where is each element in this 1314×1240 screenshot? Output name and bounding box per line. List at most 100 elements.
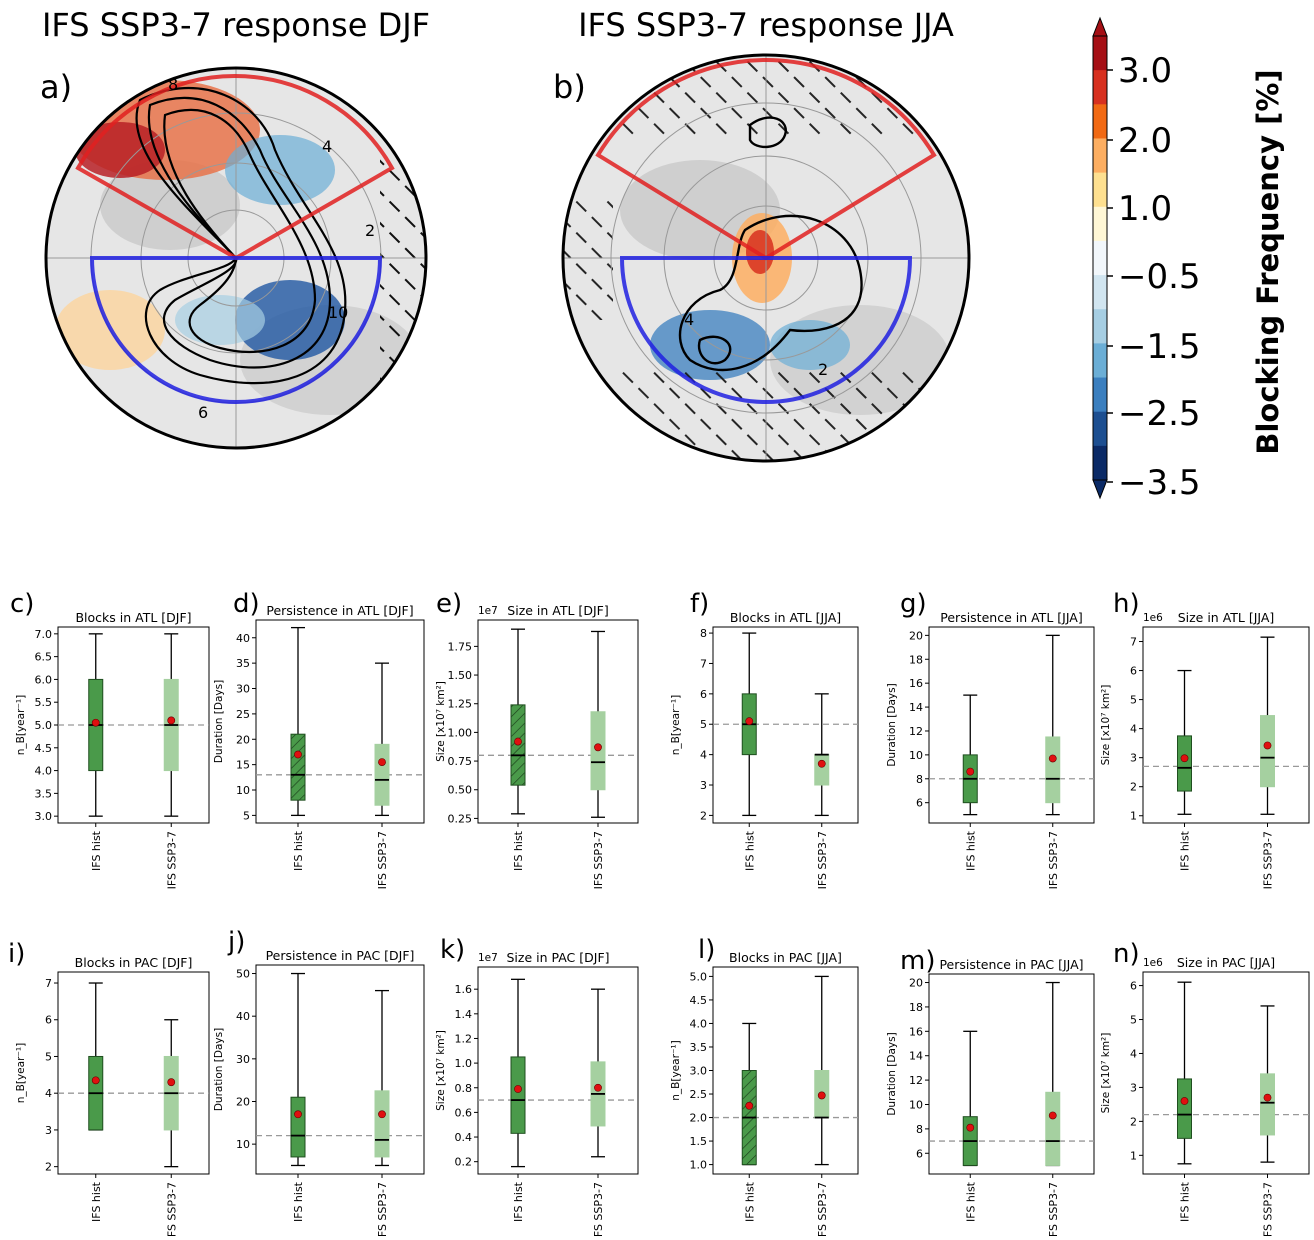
panel-letter: m) [900, 946, 935, 976]
y-tick-label: 1.0 [455, 1057, 473, 1070]
boxplot-panel: j) Persistence in PAC [DJF] 10 20 30 40 50 Dura… [213, 927, 425, 1240]
x-tick-label: IFS SSP3-7 [592, 1182, 605, 1236]
y-tick-label: 5.0 [35, 719, 53, 732]
x-tick-label: IFS hist [1179, 1181, 1192, 1222]
y-tick-label: 1 [1130, 1149, 1137, 1162]
x-tick-label: IFS SSP3-7 [1262, 831, 1275, 889]
y-tick-label: 40 [236, 1010, 250, 1023]
y-axis-label: Size [x10⁷ km²] [1100, 685, 1112, 766]
y-tick-label: 40 [236, 632, 250, 645]
y-tick-label: 0.2 [455, 1156, 473, 1169]
x-tick-label: IFS hist [90, 1181, 103, 1222]
colorbar-tick-label: −0.5 [1118, 257, 1201, 297]
y-tick-label: 20 [236, 733, 250, 746]
y-tick-label: 2 [700, 809, 707, 822]
y-tick-label: 6 [45, 1014, 52, 1027]
colorbar-segment [1093, 36, 1107, 71]
colorbar-extend-bottom [1092, 479, 1108, 500]
y-axis-label: n_B[year⁻¹] [15, 1043, 27, 1103]
y-tick-label: 1 [1130, 810, 1137, 823]
boxplot-panels: c) Blocks in ATL [DJF] 3.0 3.5 4.0 4.5 5.0 5.5 6… [8, 589, 1310, 1240]
box [290, 1096, 306, 1158]
y-tick-label: 10 [236, 1138, 250, 1151]
colorbar-segment [1093, 309, 1107, 344]
colorbar-segment [1093, 138, 1107, 174]
colorbar-extend-top [1092, 16, 1108, 37]
y-tick-label: 5 [45, 1050, 52, 1063]
colorbar-segment [1093, 172, 1107, 208]
plot-area [712, 626, 859, 824]
panel-letter: j) [227, 927, 245, 957]
panel-letter: i) [8, 939, 25, 969]
y-tick-label: 0.6 [455, 1106, 473, 1119]
panel-letter: e) [436, 589, 462, 619]
y-tick-label: 10 [236, 784, 250, 797]
x-tick-label: IFS hist [512, 830, 525, 871]
y-tick-label: 35 [236, 657, 250, 670]
y-tick-label: 3.0 [35, 810, 53, 823]
panel-title: Persistence in PAC [JJA] [939, 957, 1083, 972]
x-tick-label: IFS SSP3-7 [376, 1182, 389, 1236]
x-tick-label: IFS hist [90, 830, 103, 871]
panel-letter: b) [553, 68, 586, 106]
y-tick-label: 16 [909, 677, 923, 690]
y-axis-label: Size [x10⁷ km²] [1100, 1033, 1112, 1114]
y-tick-label: 6.0 [35, 673, 53, 686]
panel-letter: d) [233, 589, 260, 619]
boxplot-panel: i) Blocks in PAC [DJF] 2 3 4 5 6 7 n_B[year⁻¹] IF… [8, 939, 210, 1240]
contour [697, 335, 732, 365]
x-tick-label: IFS SSP3-7 [816, 1182, 829, 1236]
y-tick-label: 8 [916, 773, 923, 786]
contour [678, 214, 863, 372]
boxplot-panel: n) Size in PAC [JJA] 1e6 1 2 3 4 5 6 Size [x10⁷ k… [1100, 939, 1310, 1240]
y-axis-label: Size [x10⁷ km²] [435, 1030, 447, 1111]
y-tick-label: 3 [700, 779, 707, 792]
axis-offset: 1e7 [478, 605, 498, 617]
contour-label: 4 [322, 137, 332, 156]
y-tick-label: 0.75 [448, 755, 473, 768]
x-tick-label: IFS hist [964, 830, 977, 871]
significance-hatching [380, 150, 426, 400]
y-tick-label: 25 [236, 708, 250, 721]
y-tick-label: 18 [909, 1001, 923, 1014]
y-tick-label: 30 [236, 1053, 250, 1066]
mean-marker [378, 758, 386, 766]
panel-letter: f) [690, 589, 709, 619]
y-tick-label: 3 [45, 1124, 52, 1137]
x-tick-label: IFS hist [743, 830, 756, 871]
box [374, 743, 390, 806]
y-axis-label: Duration [Days] [213, 1028, 225, 1111]
map-border [561, 53, 971, 463]
y-tick-label: 0.8 [455, 1082, 473, 1095]
mean-marker [1048, 1111, 1057, 1120]
mean-marker [594, 743, 602, 752]
contour-label: 10 [328, 303, 348, 322]
y-tick-label: 4.5 [35, 742, 53, 755]
y-tick-label: 1.4 [455, 1008, 473, 1021]
axis-offset: 1e6 [1143, 612, 1163, 624]
mean-marker [1048, 754, 1057, 763]
panel-letter: a) [40, 68, 72, 106]
x-tick-label: IFS SSP3-7 [165, 831, 178, 889]
box [290, 733, 306, 801]
panel-title: Blocks in ATL [DJF] [75, 610, 191, 625]
boxplot-panel: d) Persistence in ATL [DJF] 5 10 15 20 25 30 35 4… [213, 589, 425, 889]
box [1177, 1078, 1192, 1139]
y-tick-label: 10 [909, 749, 923, 762]
mean-marker [966, 1123, 975, 1132]
plot-area [57, 971, 210, 1175]
panel-title: Size in ATL [JJA] [1178, 610, 1275, 625]
mean-marker [594, 1083, 602, 1092]
axis-offset: 1e6 [1143, 957, 1163, 969]
y-tick-label: 6 [1130, 980, 1137, 993]
axis-offset: 1e7 [478, 952, 498, 964]
sector-atl [75, 74, 395, 261]
colorbar-label: Blocking Frequency [%] [1251, 69, 1285, 454]
y-tick-label: 6 [916, 797, 923, 810]
y-tick-label: 1.0 [690, 1159, 708, 1172]
y-tick-label: 4 [45, 1087, 52, 1100]
plot-area [1142, 626, 1310, 824]
y-tick-label: 7 [700, 657, 707, 670]
panel-title: Size in PAC [DJF] [506, 950, 609, 965]
boxplot-panel: e) Size in ATL [DJF] 1e7 0.25 0.50 0.75 1.00 1.… [435, 589, 639, 889]
